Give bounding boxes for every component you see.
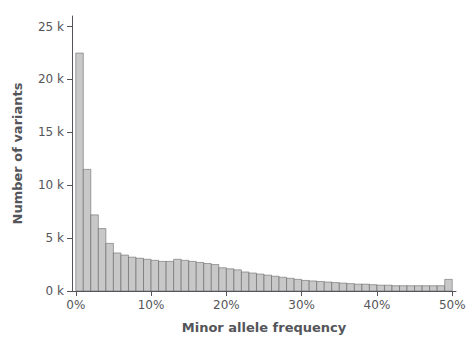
svg-text:0%: 0%	[66, 298, 85, 312]
svg-text:20 k: 20 k	[38, 72, 64, 86]
svg-text:30%: 30%	[288, 298, 315, 312]
svg-text:10%: 10%	[138, 298, 165, 312]
svg-text:0 k: 0 k	[46, 284, 64, 298]
svg-text:15 k: 15 k	[38, 125, 64, 139]
svg-text:25 k: 25 k	[38, 20, 64, 34]
svg-text:Minor allele frequency: Minor allele frequency	[182, 320, 347, 335]
svg-text:Number of variants: Number of variants	[10, 82, 25, 224]
svg-text:5 k: 5 k	[46, 231, 64, 245]
svg-text:10 k: 10 k	[38, 178, 64, 192]
svg-text:20%: 20%	[213, 298, 240, 312]
svg-text:40%: 40%	[364, 298, 391, 312]
svg-text:50%: 50%	[439, 298, 466, 312]
